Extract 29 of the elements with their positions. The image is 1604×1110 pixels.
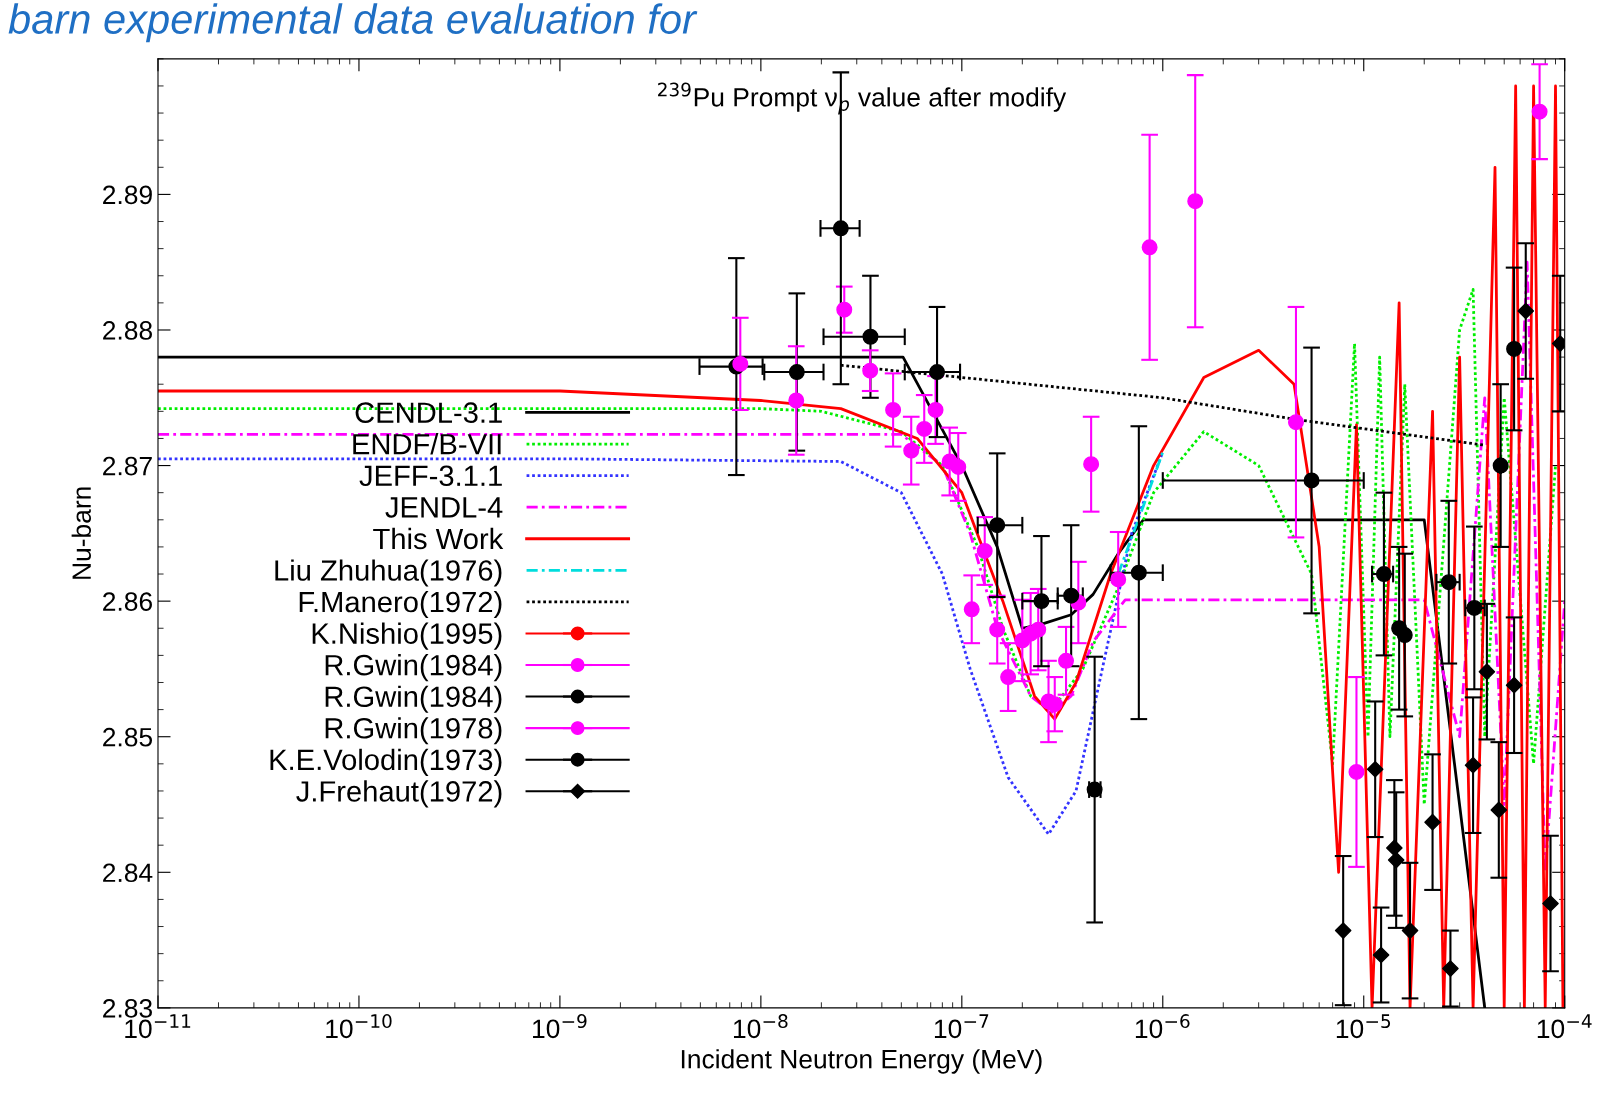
legend-label: JEFF-3.1.1 xyxy=(359,465,502,487)
legend-label: F.Manero(1972) xyxy=(299,590,502,619)
y-tick-label: 2.89 xyxy=(103,185,152,205)
x-tick-label: 10$^{−9}$ xyxy=(533,1014,587,1039)
legend-label: R.Gwin(1984) xyxy=(325,654,502,682)
x-tick-label: 10$^{−5}$ xyxy=(1336,1014,1391,1039)
legend-label: CENDL-3.1 xyxy=(355,402,502,423)
x-tick-label: 10$^{−8}$ xyxy=(733,1014,788,1039)
x-tick-label: 10$^{−4}$ xyxy=(1537,1014,1592,1039)
legend-label: JENDL-4 xyxy=(385,497,503,518)
x-tick-label: 10$^{−7}$ xyxy=(934,1014,989,1039)
x-tick-label: 10$^{−10}$ xyxy=(326,1014,392,1039)
legend-label: R.Gwin(1984) xyxy=(325,685,502,713)
y-tick-label: 2.87 xyxy=(103,456,152,476)
legend-label: This Work xyxy=(373,527,504,550)
legend-label: ENDF/B-VII xyxy=(353,433,501,455)
y-tick-label: 2.86 xyxy=(103,592,152,611)
y-tick-label: 2.85 xyxy=(103,727,153,747)
legend-label: K.E.Volodin(1973) xyxy=(270,748,502,776)
legend-label: K.Nishio(1995) xyxy=(312,622,502,650)
legend-label: J.Frehaut(1972) xyxy=(296,780,502,808)
x-axis-title: Incident Neutron Energy (MeV) xyxy=(681,1049,1042,1074)
y-tick-label: 2.88 xyxy=(103,321,152,340)
y-tick-label: 2.84 xyxy=(103,863,153,883)
text: barn experimental data evaluation for xyxy=(8,3,698,43)
legend-label: Liu Zhuhua(1976) xyxy=(275,559,502,587)
x-tick-label: 10$^{−6}$ xyxy=(1135,1014,1190,1039)
legend-label: R.Gwin(1978) xyxy=(325,717,502,745)
y-axis-title: Nu-barn xyxy=(71,487,92,579)
